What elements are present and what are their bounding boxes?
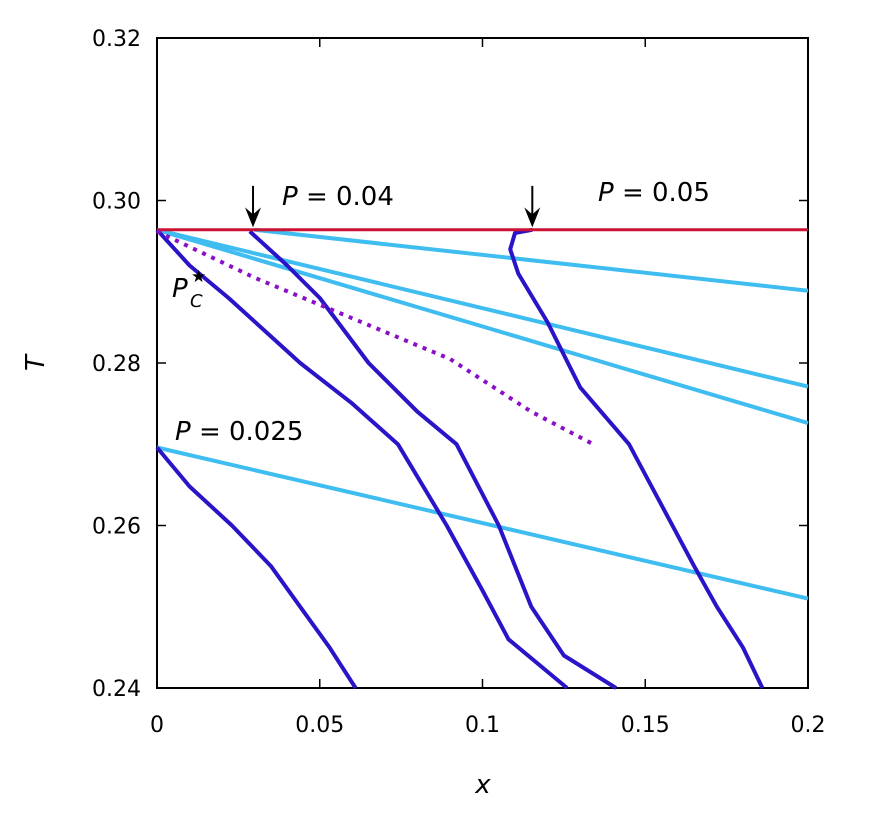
spinodal-curve [156, 227, 809, 389]
series-layer [155, 227, 809, 690]
critical-locus-curve [156, 229, 595, 446]
annotation-p-0.05: P = 0.05 [598, 178, 710, 208]
y-tick-label: 0.26 [92, 515, 141, 540]
y-tick-label: 0.28 [92, 352, 141, 377]
coexistence-curve [508, 227, 765, 689]
arrow-marker [245, 185, 262, 228]
arrow-layer [245, 185, 541, 228]
y-tick-labels: 0.24 0.26 0.28 0.30 0.32 [92, 27, 141, 702]
annotation-p-0.04: P = 0.04 [282, 182, 394, 212]
coexistence-curve [155, 446, 358, 690]
svg-text:C: C [190, 291, 203, 312]
spinodal-curve [156, 445, 809, 601]
coexistence-curve [248, 229, 618, 690]
y-tick-label: 0.24 [92, 677, 141, 702]
y-axis-title: T [21, 353, 51, 371]
axis-ticks [156, 37, 809, 689]
x-tick-labels: 0 0.05 0.1 0.15 0.2 [150, 713, 826, 738]
annotation-p-0.025: P = 0.025 [175, 417, 303, 447]
annotation-critical-point: P ★ C [172, 267, 206, 312]
x-tick-label: 0.05 [295, 713, 344, 738]
coexistence-curve [155, 228, 569, 690]
x-axis-title: x [474, 770, 491, 800]
x-tick-label: 0 [150, 713, 164, 738]
x-tick-label: 0.15 [621, 713, 670, 738]
x-tick-label: 0.2 [791, 713, 826, 738]
arrow-marker [524, 185, 541, 228]
spinodal-curve [156, 227, 809, 426]
svg-text:P: P [172, 274, 188, 304]
svg-text:★: ★ [191, 267, 206, 287]
y-tick-label: 0.30 [92, 190, 141, 215]
spinodal-curve [254, 227, 809, 293]
y-tick-label: 0.32 [92, 27, 141, 52]
x-tick-label: 0.1 [465, 713, 500, 738]
